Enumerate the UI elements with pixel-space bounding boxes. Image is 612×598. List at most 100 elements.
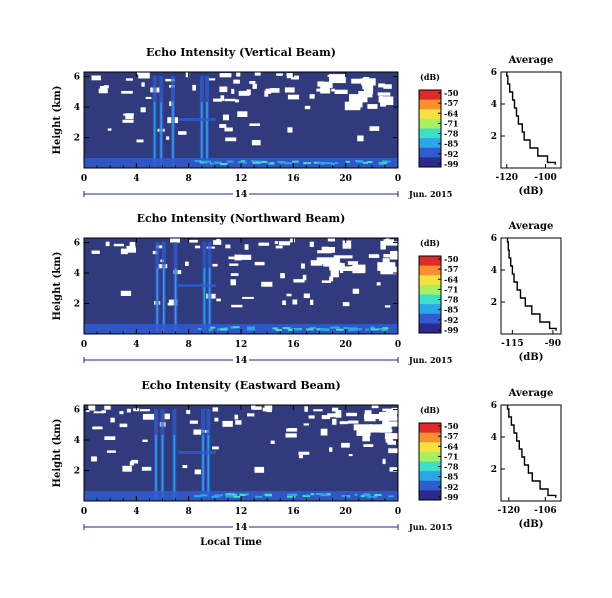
surface-echo-cell — [320, 494, 329, 497]
x-tick-label: 16 — [287, 340, 300, 350]
colorbar-segment — [419, 109, 441, 120]
no-data-cell — [164, 413, 170, 420]
no-data-cell — [229, 263, 239, 266]
no-data-cell — [91, 250, 100, 254]
no-data-cell — [383, 84, 392, 89]
profile-y-tick-label: 4 — [491, 266, 497, 276]
no-data-cell — [261, 281, 273, 287]
no-data-cell — [368, 254, 380, 258]
no-data-cell — [224, 127, 233, 132]
colorbar-segment — [419, 284, 441, 296]
no-data-cell — [363, 444, 374, 447]
surface-echo-cell — [341, 495, 348, 497]
no-data-cell — [286, 293, 292, 297]
surface-echo-cell — [255, 495, 263, 498]
no-data-cell — [122, 119, 134, 123]
y-tick-label: 4 — [74, 436, 80, 446]
no-data-cell — [290, 238, 295, 243]
profile-y-tick-label: 2 — [491, 298, 497, 308]
no-data-cell — [219, 86, 228, 93]
profile-x-tick-label: -120 — [498, 506, 521, 516]
surface-echo-cell — [382, 327, 389, 330]
no-data-cell — [219, 73, 232, 78]
no-data-cell — [342, 240, 352, 249]
no-data-cell — [349, 94, 368, 103]
surface-echo-cell — [291, 328, 300, 331]
no-data-cell — [152, 250, 158, 255]
no-data-cell — [252, 83, 257, 89]
no-data-cell — [136, 139, 144, 143]
no-data-cell — [126, 408, 131, 413]
no-data-cell — [126, 245, 136, 249]
no-data-cell — [212, 407, 219, 412]
colorbar-frame — [418, 89, 442, 168]
no-data-cell — [331, 88, 335, 92]
no-data-cell — [194, 469, 202, 475]
no-data-cell — [195, 245, 201, 249]
no-data-cell — [327, 257, 340, 264]
no-data-cell — [230, 279, 236, 286]
surface-echo-cell — [362, 161, 369, 164]
echo-layer — [178, 451, 216, 454]
no-data-cell — [269, 88, 280, 93]
no-data-cell — [99, 86, 108, 92]
no-data-cell — [247, 413, 255, 417]
no-data-cell — [323, 262, 339, 267]
profile-frame — [500, 237, 562, 335]
no-data-cell — [288, 428, 297, 431]
no-data-cell — [347, 261, 358, 265]
no-data-cell — [335, 410, 342, 418]
x-tick-label: 8 — [186, 174, 192, 184]
no-data-cell — [342, 302, 350, 307]
no-data-cell — [320, 81, 333, 88]
no-data-cell — [216, 238, 221, 245]
colorbar-frame — [418, 422, 442, 501]
date-label: 14 — [235, 523, 248, 533]
no-data-cell — [316, 257, 333, 265]
no-data-cell — [121, 90, 133, 94]
no-data-cell — [383, 241, 398, 246]
y-tick-label: 6 — [74, 239, 80, 249]
no-data-cell — [389, 467, 398, 472]
surface-echo-cell — [288, 328, 294, 331]
no-data-cell — [298, 455, 303, 459]
echo-spike-core — [172, 102, 174, 166]
colorbar-segment — [419, 432, 441, 443]
no-data-cell — [104, 436, 116, 440]
surface-echo-cell — [214, 161, 222, 164]
no-data-cell — [361, 78, 376, 86]
x-tick-label: 8 — [186, 507, 192, 517]
no-data-cell — [382, 458, 386, 465]
colorbar-segment — [419, 128, 441, 139]
surface-echo-cell — [325, 162, 333, 165]
surface-echo-cell — [275, 329, 282, 331]
surface-echo-cell — [306, 328, 314, 331]
surface-echo-cell — [200, 494, 208, 497]
surface-echo-cell — [382, 160, 387, 163]
x-tick-label: 0 — [395, 340, 401, 350]
surface-echo-cell — [360, 495, 365, 498]
no-data-cell — [374, 428, 384, 432]
surface-echo-cell — [367, 495, 372, 498]
colorbar-tick-label: -78 — [444, 129, 459, 139]
profile-y-tick-label: 2 — [491, 132, 497, 142]
no-data-cell — [274, 241, 278, 244]
no-data-cell — [321, 246, 329, 253]
profile-x-tick-label: -100 — [534, 173, 557, 183]
no-data-blotches — [86, 405, 408, 475]
y-tick-label: 4 — [74, 103, 80, 113]
no-data-cell — [125, 113, 134, 120]
profile-y-tick-label: 6 — [491, 401, 497, 411]
panel-1: Echo Intensity (Vertical Beam) 6 4 2 Height … — [52, 46, 562, 200]
no-data-cell — [292, 299, 298, 305]
no-data-cell — [254, 466, 265, 473]
x-tick-label: 4 — [133, 507, 139, 517]
surface-echo-cell — [303, 162, 312, 165]
x-tick-label: 12 — [235, 507, 248, 517]
no-data-cell — [265, 88, 272, 94]
echo-spike-core — [156, 268, 159, 332]
no-data-cell — [332, 407, 339, 412]
no-data-cell — [88, 405, 96, 411]
no-data-cell — [334, 89, 348, 94]
no-data-cell — [238, 90, 250, 96]
